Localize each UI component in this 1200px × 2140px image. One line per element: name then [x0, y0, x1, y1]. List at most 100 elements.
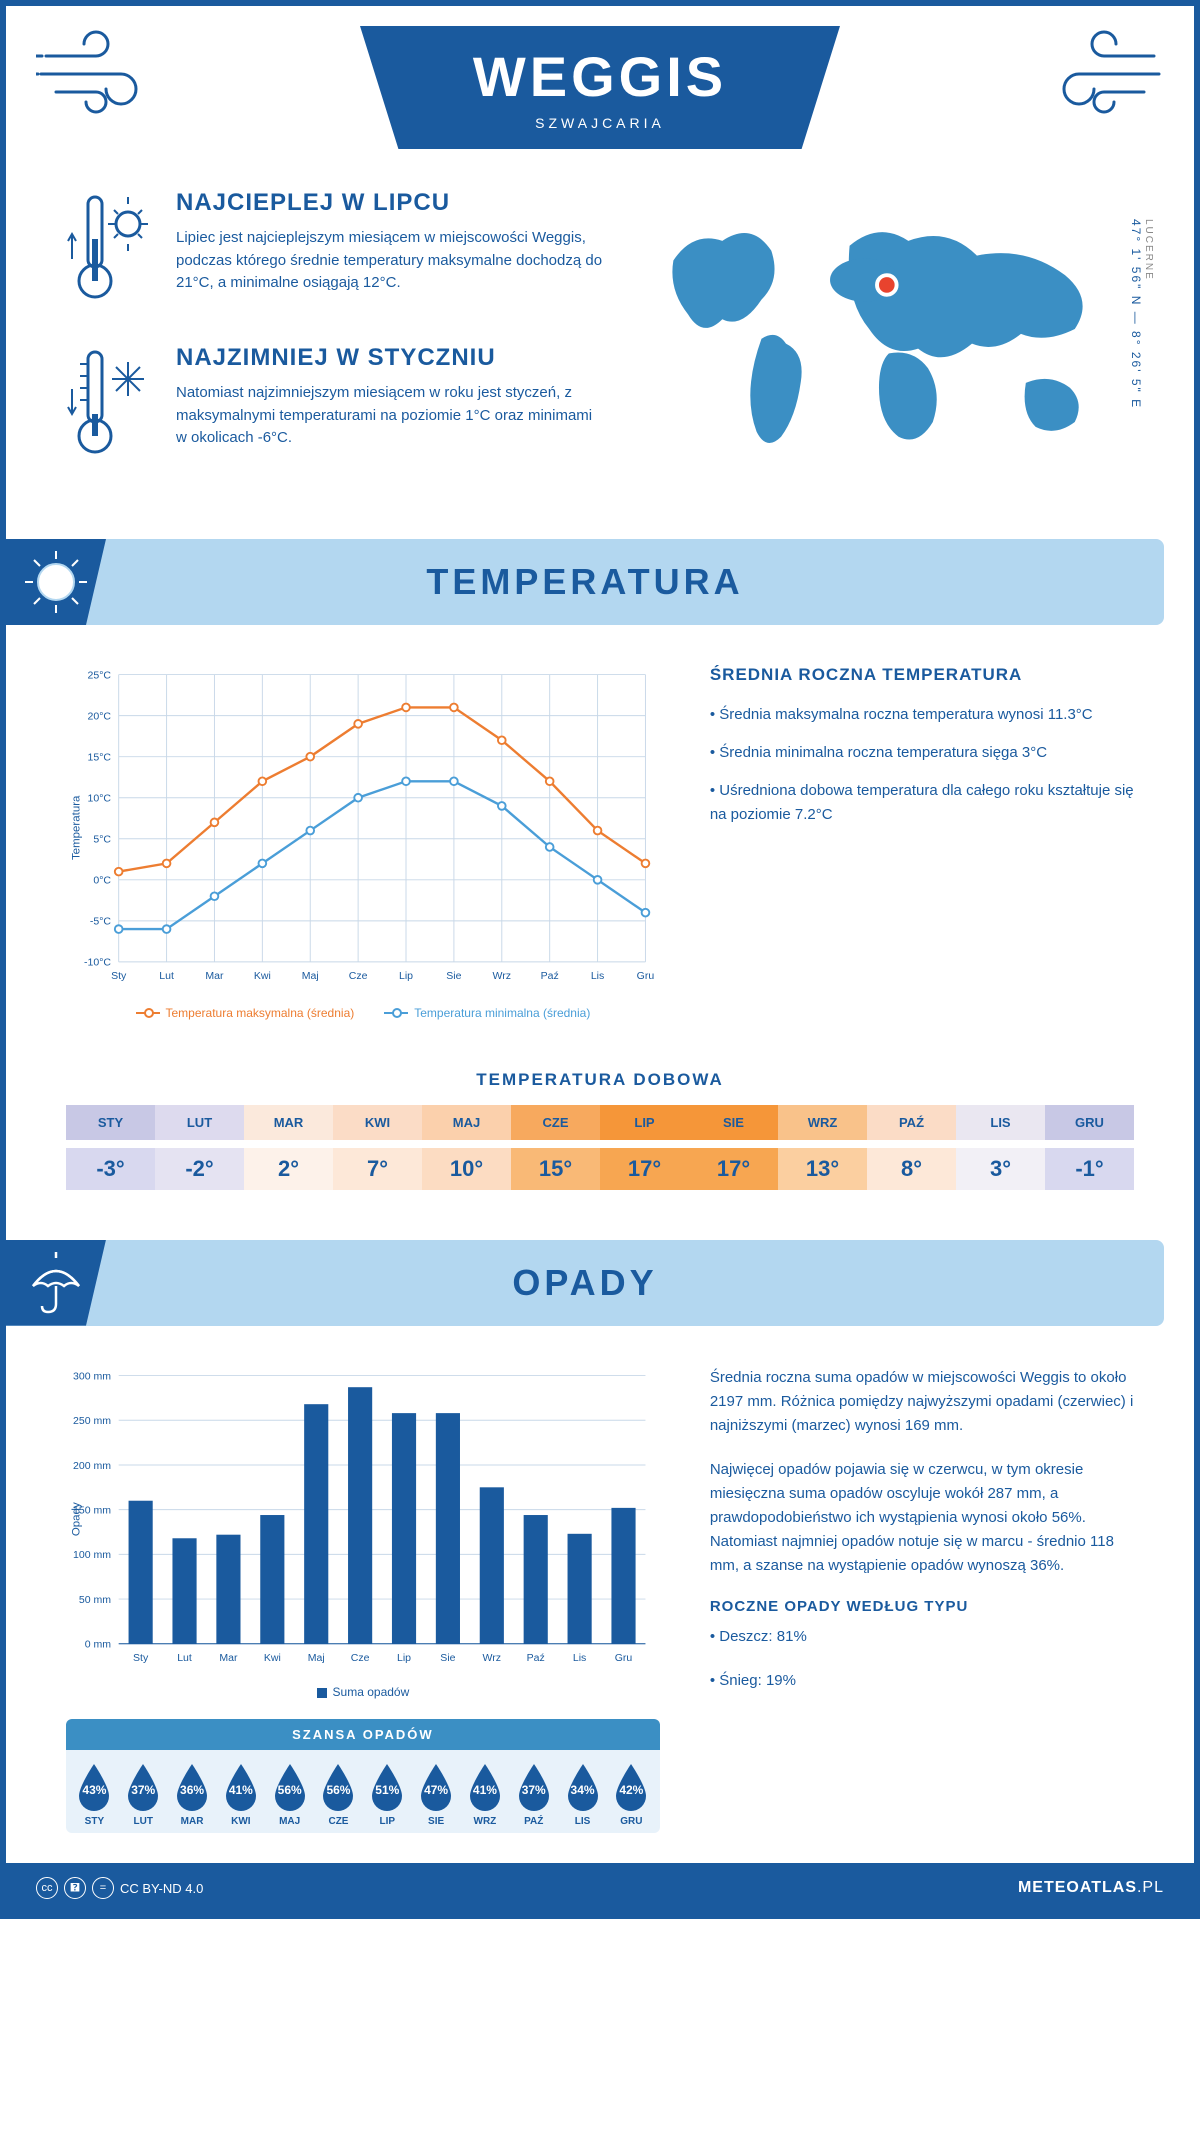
- temperature-section-header: TEMPERATURA: [6, 539, 1164, 625]
- fact-coldest: NAJZIMNIEJ W STYCZNIU Natomiast najzimni…: [66, 344, 604, 464]
- svg-text:Cze: Cze: [349, 970, 368, 982]
- svg-text:Sty: Sty: [133, 1652, 149, 1664]
- intro-section: NAJCIEPLEJ W LIPCU Lipiec jest najcieple…: [6, 159, 1194, 539]
- precip-info: Średnia roczna suma opadów w miejscowośc…: [710, 1366, 1134, 1843]
- cc-icon: cc: [36, 1877, 58, 1899]
- fact-hot-title: NAJCIEPLEJ W LIPCU: [176, 189, 604, 217]
- daily-temp-value: -2°: [155, 1148, 244, 1190]
- nd-icon: =: [92, 1877, 114, 1899]
- svg-text:Gru: Gru: [637, 970, 655, 982]
- fact-cold-body: Natomiast najzimniejszym miesiącem w rok…: [176, 382, 604, 450]
- fact-hot-body: Lipiec jest najcieplejszym miesiącem w m…: [176, 227, 604, 295]
- header: WEGGIS SZWAJCARIA: [6, 6, 1194, 159]
- temp-bullet-1: • Średnia minimalna roczna temperatura s…: [710, 741, 1134, 765]
- svg-text:Paź: Paź: [541, 970, 559, 982]
- fact-cold-title: NAJZIMNIEJ W STYCZNIU: [176, 344, 604, 372]
- city-title: WEGGIS: [430, 44, 770, 109]
- location-marker: [877, 275, 897, 295]
- svg-text:Cze: Cze: [351, 1652, 370, 1664]
- chance-cell: 41% WRZ: [461, 1762, 510, 1827]
- wind-icon-right: [1024, 26, 1164, 116]
- title-banner: WEGGIS SZWAJCARIA: [360, 26, 840, 149]
- thermometer-cold-icon: [66, 344, 156, 464]
- precip-title: OPADY: [6, 1262, 1164, 1304]
- facts-column: NAJCIEPLEJ W LIPCU Lipiec jest najcieple…: [66, 189, 604, 499]
- daily-month-label: MAR: [244, 1105, 333, 1140]
- region-name: LUCERNE: [1143, 219, 1154, 399]
- chance-value: 42%: [619, 1783, 643, 1797]
- chance-value: 34%: [571, 1783, 595, 1797]
- svg-text:250 mm: 250 mm: [73, 1415, 111, 1427]
- svg-text:Lis: Lis: [573, 1652, 586, 1664]
- daily-temp-value: 15°: [511, 1148, 600, 1190]
- daily-cell: LIP17°: [600, 1105, 689, 1190]
- footer: cc 🯄 = CC BY-ND 4.0 METEOATLAS.PL: [6, 1863, 1194, 1913]
- svg-text:15°C: 15°C: [88, 752, 112, 764]
- svg-text:Wrz: Wrz: [493, 970, 512, 982]
- chance-cell: 51% LIP: [363, 1762, 412, 1827]
- raindrop-icon: 43%: [74, 1762, 114, 1812]
- daily-temp-table: STY-3°LUT-2°MAR2°KWI7°MAJ10°CZE15°LIP17°…: [66, 1105, 1134, 1190]
- daily-cell: LUT -2°: [155, 1105, 244, 1190]
- wind-icon-left: [36, 26, 176, 116]
- daily-temp-value: 10°: [422, 1148, 511, 1190]
- daily-month-label: LUT: [155, 1105, 244, 1140]
- chance-value: 51%: [375, 1783, 399, 1797]
- umbrella-icon: [6, 1240, 106, 1326]
- chance-value: 43%: [82, 1783, 106, 1797]
- daily-temp-value: 3°: [956, 1148, 1045, 1190]
- svg-text:Paź: Paź: [527, 1652, 545, 1664]
- precip-bytype-1: • Śnieg: 19%: [710, 1669, 1134, 1693]
- daily-cell: SIE17°: [689, 1105, 778, 1190]
- chance-month: CZE: [314, 1816, 363, 1827]
- daily-cell: GRU -1°: [1045, 1105, 1134, 1190]
- raindrop-icon: 41%: [221, 1762, 261, 1812]
- daily-cell: LIS 3°: [956, 1105, 1045, 1190]
- daily-temp-value: 17°: [689, 1148, 778, 1190]
- infographic-page: WEGGIS SZWAJCARIA: [0, 0, 1200, 1919]
- coords-text: 47° 1' 56" N — 8° 26' 5" E: [1129, 219, 1143, 409]
- svg-text:5°C: 5°C: [93, 834, 111, 846]
- raindrop-icon: 34%: [563, 1762, 603, 1812]
- svg-text:Lut: Lut: [159, 970, 174, 982]
- chance-cell: 56% CZE: [314, 1762, 363, 1827]
- svg-text:Lip: Lip: [397, 1652, 411, 1664]
- daily-temp-value: 2°: [244, 1148, 333, 1190]
- fact-coldest-text: NAJZIMNIEJ W STYCZNIU Natomiast najzimni…: [176, 344, 604, 464]
- daily-temp-value: -1°: [1045, 1148, 1134, 1190]
- fact-hottest: NAJCIEPLEJ W LIPCU Lipiec jest najcieple…: [66, 189, 604, 309]
- svg-text:-10°C: -10°C: [84, 957, 111, 969]
- temp-chart-legend: Temperatura maksymalna (średnia) Tempera…: [66, 1006, 660, 1020]
- temp-info-title: ŚREDNIA ROCZNA TEMPERATURA: [710, 665, 1134, 685]
- raindrop-icon: 51%: [367, 1762, 407, 1812]
- daily-month-label: WRZ: [778, 1105, 867, 1140]
- daily-month-label: GRU: [1045, 1105, 1134, 1140]
- raindrop-icon: 37%: [123, 1762, 163, 1812]
- temp-bullet-0: • Średnia maksymalna roczna temperatura …: [710, 703, 1134, 727]
- svg-text:50 mm: 50 mm: [79, 1594, 111, 1606]
- daily-temp-value: 13°: [778, 1148, 867, 1190]
- precip-chance-panel: SZANSA OPADÓW 43% STY 37% LUT 36% MAR 41…: [66, 1719, 660, 1833]
- raindrop-icon: 41%: [465, 1762, 505, 1812]
- daily-month-label: PAŹ: [867, 1105, 956, 1140]
- daily-temp-value: 8°: [867, 1148, 956, 1190]
- daily-month-label: LIS: [956, 1105, 1045, 1140]
- precip-body: Opady0 mm50 mm100 mm150 mm200 mm250 mm30…: [6, 1326, 1194, 1863]
- svg-text:Kwi: Kwi: [264, 1652, 281, 1664]
- precip-legend: Suma opadów: [66, 1685, 660, 1699]
- svg-text:Gru: Gru: [615, 1652, 633, 1664]
- temperature-line-chart: Temperatura-10°C-5°C0°C5°C10°C15°C20°C25…: [66, 665, 660, 1020]
- chance-month: STY: [70, 1816, 119, 1827]
- chance-month: LUT: [119, 1816, 168, 1827]
- raindrop-icon: 36%: [172, 1762, 212, 1812]
- svg-text:10°C: 10°C: [88, 793, 112, 805]
- svg-text:300 mm: 300 mm: [73, 1370, 111, 1382]
- chance-month: LIP: [363, 1816, 412, 1827]
- svg-text:20°C: 20°C: [88, 710, 112, 722]
- svg-text:Lut: Lut: [177, 1652, 192, 1664]
- temperature-body: Temperatura-10°C-5°C0°C5°C10°C15°C20°C25…: [6, 625, 1194, 1040]
- temp-bullet-2: • Uśredniona dobowa temperatura dla całe…: [710, 779, 1134, 827]
- svg-text:0°C: 0°C: [93, 875, 111, 887]
- precip-legend-label: Suma opadów: [333, 1685, 410, 1699]
- daily-month-label: KWI: [333, 1105, 422, 1140]
